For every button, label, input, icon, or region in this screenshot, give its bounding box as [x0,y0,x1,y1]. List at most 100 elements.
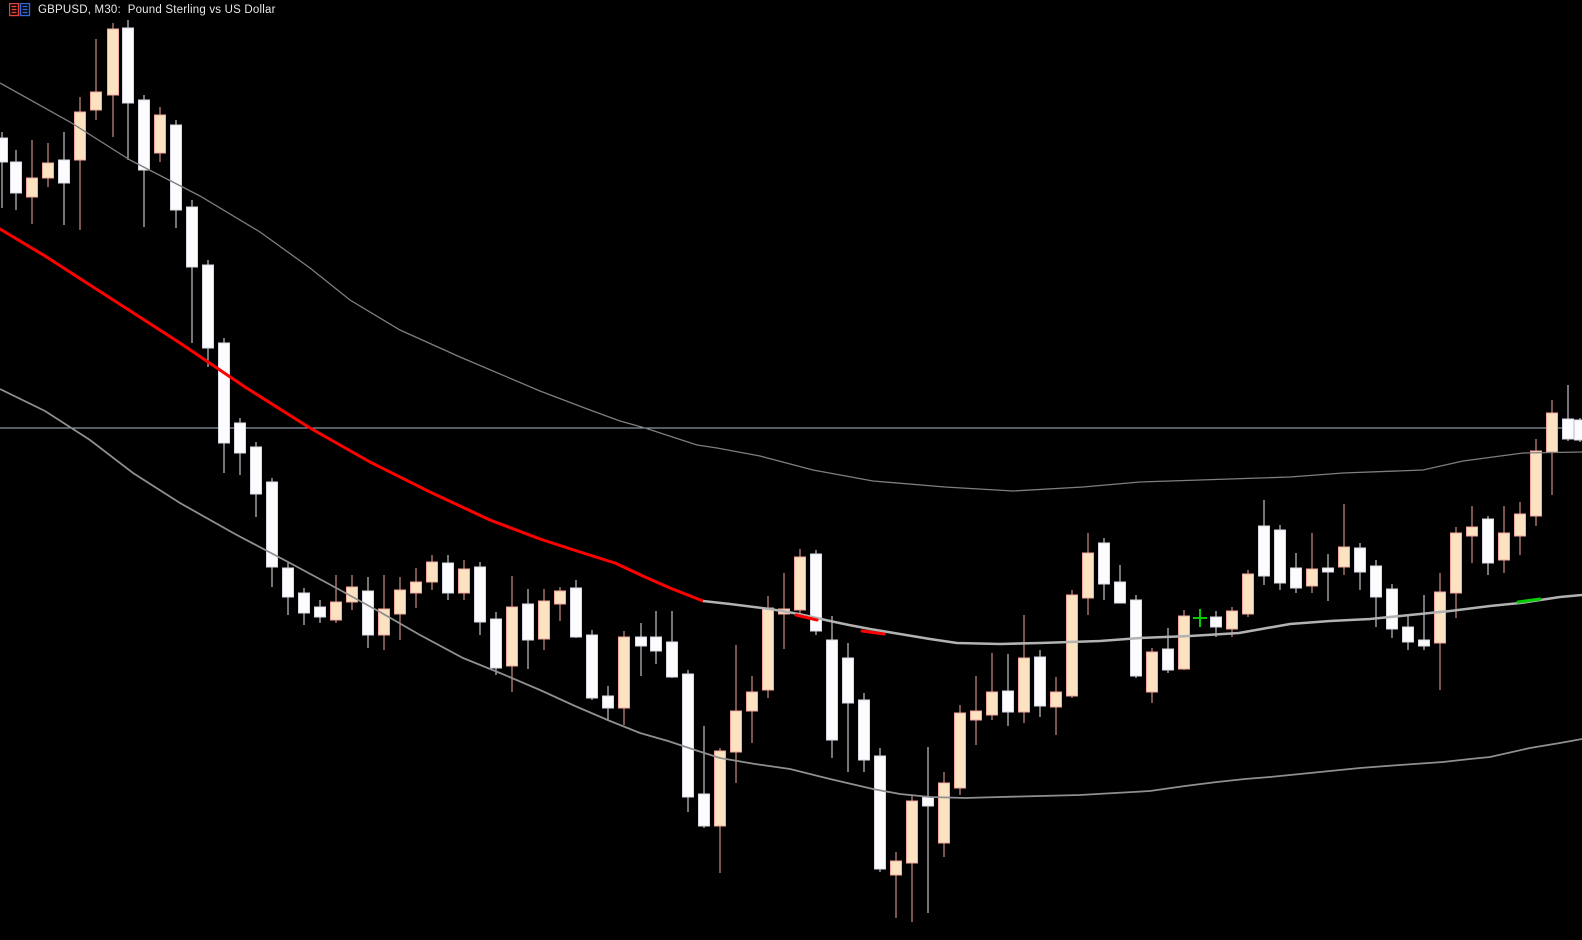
candle-bear [362,577,374,648]
candle-bear [298,588,310,625]
candle-bull [986,653,998,720]
candle-bear [1290,553,1302,593]
candle-bull [1450,527,1462,618]
candle-body [1418,639,1430,647]
candle-bear [58,132,70,225]
candle-bear [186,200,198,343]
candle-bull [107,23,119,137]
candle-bear [666,611,678,678]
candle-body [730,710,742,753]
candle-body [1498,532,1510,561]
candle-bear [586,630,598,700]
candle-bear [0,132,8,208]
candle-bear [522,589,534,669]
ma-green-segment [1516,597,1542,604]
candle-bull [1466,506,1478,563]
band-upper-line [0,82,1582,492]
candle-bear [1098,538,1110,600]
candle-bear [170,120,182,228]
candle-bull [1082,533,1094,615]
candle-body [490,618,502,669]
candle-body [874,755,886,870]
candle-bull [394,577,406,640]
candle-body [1226,610,1238,630]
candle-bull [890,852,902,918]
candle-bear [202,260,214,367]
candle-body [426,561,438,583]
candle-body [298,592,310,614]
candle-bear [650,611,662,664]
candle-bull [618,631,630,725]
candle-bear [1574,418,1582,442]
candle-body [538,600,550,640]
candle-bull [1338,504,1350,575]
candle-bear [826,616,838,758]
candle-bull [1178,610,1190,670]
candle-body [682,673,694,798]
candle-bear [474,562,486,635]
candle-bull [970,676,982,745]
candle-bear [570,580,582,638]
candle-body [1258,525,1270,577]
candle-bear [1354,543,1366,590]
candle-body [602,695,614,709]
candle-bull [1066,590,1078,698]
candle-bull [506,576,518,692]
candle-body [26,177,38,198]
ma-mid-gray-line [702,593,1582,646]
candle-body [1530,450,1542,517]
candle-body [1322,567,1334,573]
candle-bear [10,150,22,210]
candle-bear [842,643,854,772]
candle-bull [1050,677,1062,735]
candle-bear [1562,385,1574,441]
candle-body [986,691,998,716]
candle-body [1210,616,1222,628]
candle-bull [426,555,438,590]
candle-bear [1162,628,1174,673]
candle-bull [410,568,422,608]
candle-body [1242,573,1254,615]
band-lower-line [0,388,1582,799]
ma-fast-red-line [0,227,705,603]
candle-bull [762,596,774,698]
candle-body [154,114,166,154]
candle-body [474,566,486,623]
candle-body [906,800,918,864]
candle-bull [458,560,470,600]
candle-body [282,567,294,598]
candle-body [1434,591,1446,644]
candle-body [458,568,470,594]
candle-bear [698,726,710,828]
candle-body [618,636,630,709]
candle-body [506,606,518,667]
candle-body [74,111,86,161]
candle-body [1162,648,1174,671]
candle-body [138,99,150,171]
candle-body [522,603,534,641]
candle-bear [442,555,454,600]
candle-body [234,422,246,454]
candle-bear [266,478,278,587]
candle-body [186,206,198,268]
candle-bear [218,338,230,473]
candle-bull [1226,607,1238,637]
candle-body [1098,542,1110,585]
candle-bear [1370,560,1382,627]
candle-bear [810,550,822,635]
candle-bull [26,140,38,224]
candle-bull [1146,648,1158,703]
candle-body [42,162,54,179]
candle-bull [1018,615,1030,723]
candle-body [922,796,934,807]
candle-body [1066,594,1078,697]
candle-body [410,581,422,594]
candle-bull [1530,439,1542,526]
candle-body [1466,526,1478,537]
candle-bull [90,39,102,120]
candle-body [1082,552,1094,599]
ma-red-segment [794,613,819,622]
candle-body [1450,532,1462,594]
candle-bear [1402,616,1414,650]
